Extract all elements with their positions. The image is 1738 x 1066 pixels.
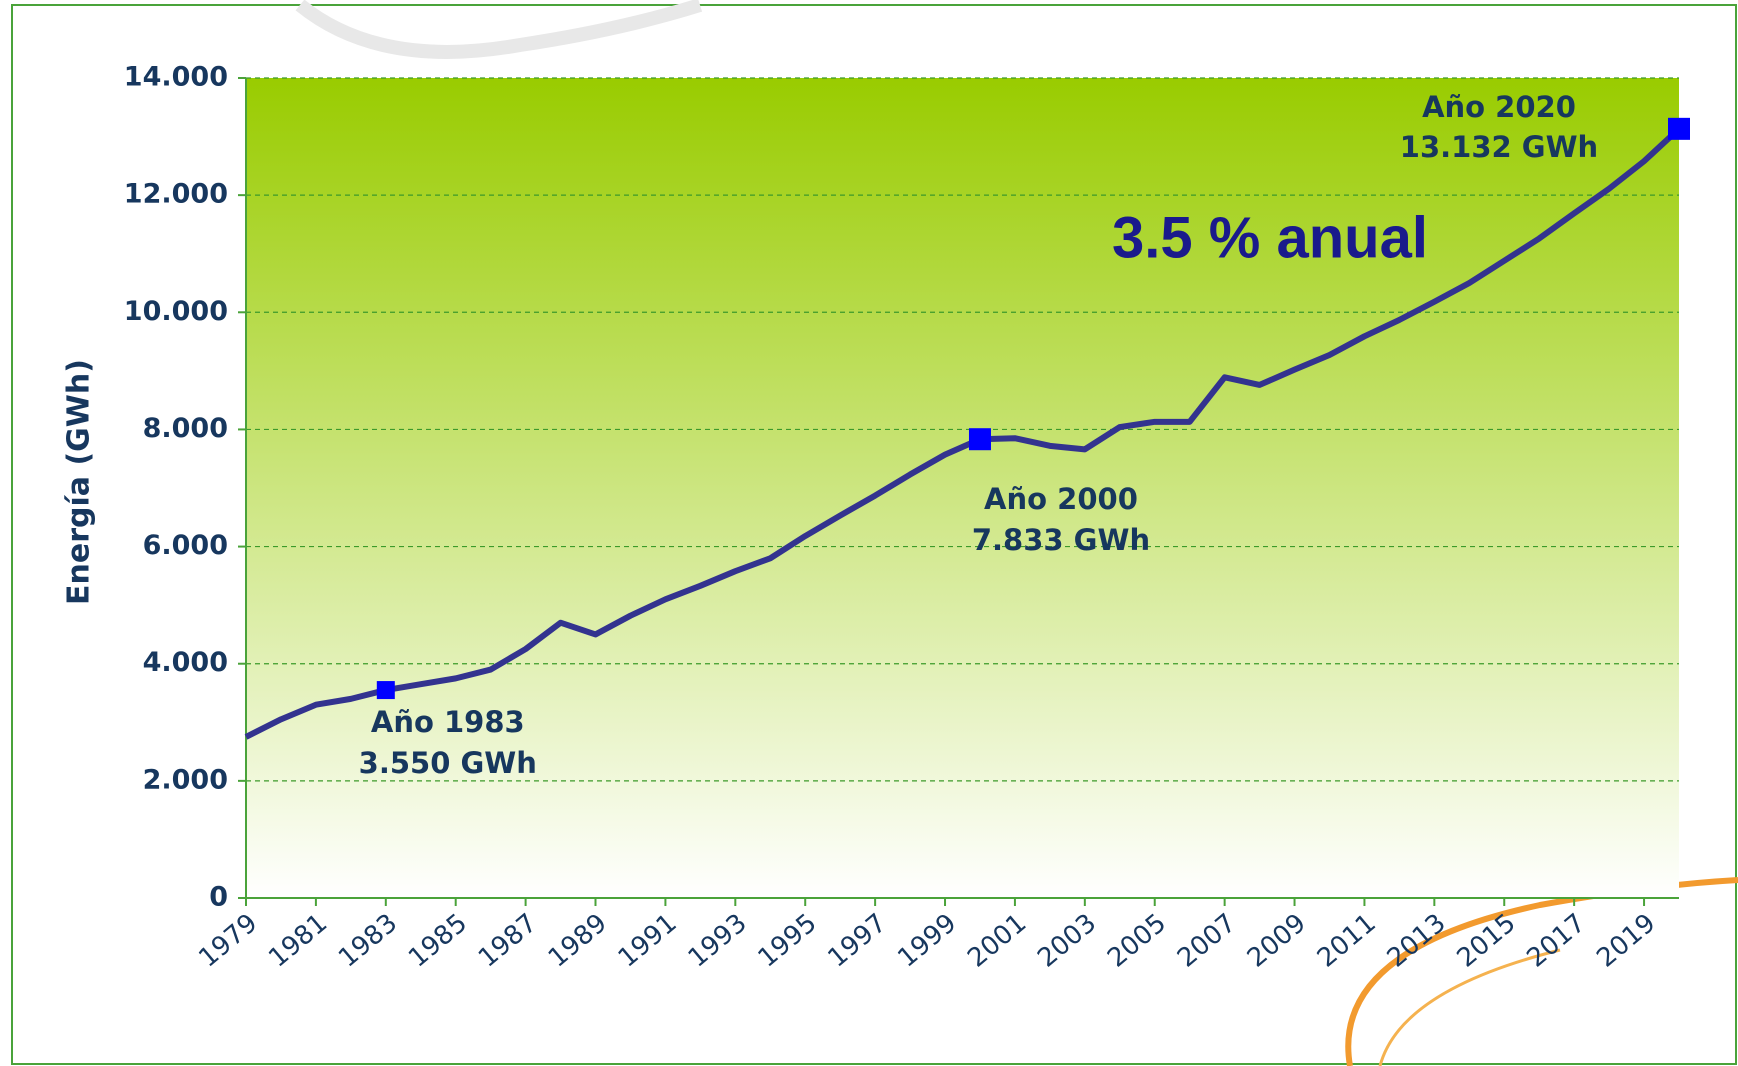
y-tick-label: 14.000 [124,62,228,93]
highlight-value: 3.550 GWh [359,746,537,780]
highlight-marker [968,428,991,451]
logo-arc [1378,948,1561,1066]
x-tick-label: 2019 [1591,908,1661,974]
highlight-value: 13.132 GWh [1400,130,1598,164]
x-tick-label: 1999 [892,908,962,974]
highlight-label: Año 1983 [371,705,525,739]
x-tick-label: 1983 [333,908,403,974]
y-axis-label: Energía (GWh) [62,359,97,605]
y-tick-label: 6.000 [143,530,228,561]
highlight-label: Año 2020 [1422,90,1576,124]
x-tick-label: 2017 [1521,908,1591,974]
highlight-marker [376,681,395,700]
x-tick-label: 1995 [753,908,823,974]
y-tick-label: 8.000 [143,413,228,444]
x-tick-label: 1987 [473,908,543,974]
y-tick-label: 2.000 [143,764,228,795]
x-tick-label: 2009 [1242,908,1312,974]
y-tick-label: 10.000 [124,296,228,327]
x-tick-label: 1979 [193,908,263,974]
x-tick-label: 2001 [962,908,1032,974]
x-tick-label: 2013 [1382,908,1452,974]
growth-annotation: 3.5 % anual [1112,205,1428,270]
x-tick-label: 1993 [683,908,753,974]
plot-area [246,78,1679,898]
x-tick-label: 1991 [613,908,683,974]
x-tick-label: 1985 [403,908,473,974]
highlight-label: Año 2000 [984,482,1138,516]
x-tick-label: 2003 [1032,908,1102,974]
y-tick-label: 0 [209,882,228,913]
x-tick-label: 2007 [1172,908,1242,974]
x-tick-label: 2005 [1102,908,1172,974]
highlight-marker [1668,117,1690,140]
y-tick-label: 4.000 [143,647,228,678]
frame [11,4,1737,1065]
x-tick-label: 1997 [822,908,892,974]
x-tick-label: 2011 [1312,908,1382,974]
logo-arc [1345,877,1738,1066]
x-tick-label: 1989 [543,908,613,974]
x-tick-label: 1981 [263,908,333,974]
data-line [244,126,1682,740]
y-tick-label: 12.000 [124,179,228,210]
decoration [295,0,703,59]
highlight-value: 7.833 GWh [972,523,1150,557]
